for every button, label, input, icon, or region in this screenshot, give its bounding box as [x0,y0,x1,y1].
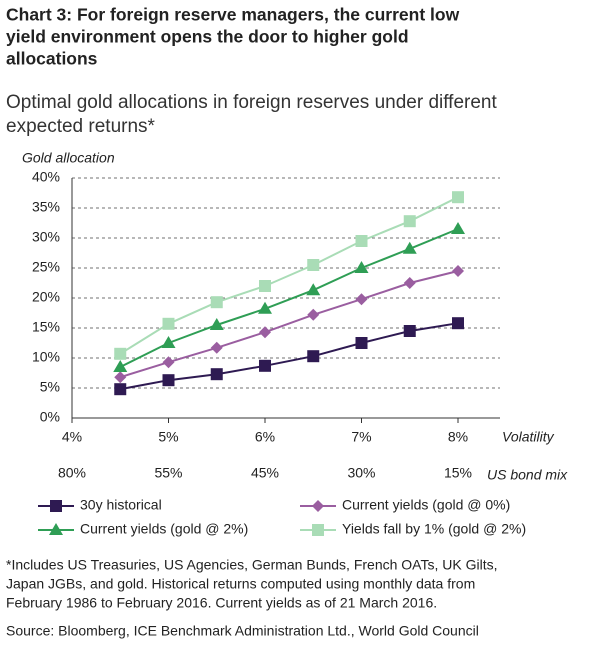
data-point [451,222,465,234]
data-point [306,283,321,296]
chart-title: allocations [6,49,98,69]
x-tick-label: 4% [62,429,82,445]
data-point [403,325,416,337]
legend-marker [312,500,324,512]
x-tick-label: 5% [158,429,178,445]
data-point [162,317,175,330]
x-tick-label: 8% [448,429,468,445]
bond-mix-axis-label: US bond mix [487,467,568,483]
bond-mix-label: 45% [251,465,279,481]
data-point [259,359,271,372]
data-point [452,317,464,330]
bond-mix-label: 80% [58,465,86,481]
y-axis-label: Gold allocation [22,150,115,166]
data-point [355,293,368,306]
data-point [307,308,320,321]
series-line [119,228,459,368]
data-point [355,235,368,247]
chart-subtitle: Optimal gold allocations in foreign rese… [6,92,497,113]
data-point [355,337,368,349]
footnote: *Includes US Treasuries, US Agencies, Ge… [6,557,498,573]
series-line [119,196,459,355]
data-point [354,261,369,273]
data-point [259,280,271,292]
data-point [114,383,127,396]
data-point [209,318,224,330]
data-point [162,374,175,387]
y-tick-label: 35% [32,199,60,215]
y-tick-label: 40% [32,169,60,185]
y-tick-label: 30% [32,229,60,245]
data-point [403,215,416,228]
chart-title: yield environment opens the door to high… [6,27,409,47]
data-point [258,301,272,314]
legend-marker [50,500,62,512]
series-line [120,322,459,391]
legend-label: Current yields (gold @ 2%) [80,521,248,537]
data-point [307,259,320,271]
legend-marker [49,523,63,535]
y-tick-label: 5% [40,379,60,395]
data-point [403,277,416,289]
legend-label: Yields fall by 1% (gold @ 2%) [342,521,526,537]
data-point [452,265,464,277]
x-tick-label: 7% [351,429,371,445]
source: Source: Bloomberg, ICE Benchmark Adminis… [6,623,479,639]
y-tick-label: 15% [32,319,60,335]
y-tick-label: 10% [32,349,60,365]
footnote: Japan JGBs, and gold. Historical returns… [6,576,475,592]
data-point [210,341,223,354]
data-point [114,371,127,384]
legend-marker [312,524,324,536]
y-tick-label: 25% [32,259,60,275]
bond-mix-label: 15% [444,465,472,481]
data-point [307,350,320,363]
data-point [402,241,417,254]
data-point [162,356,175,369]
data-point [452,191,464,204]
data-point [259,326,271,339]
footnote: February 1986 to February 2016. Current … [6,595,437,611]
data-point [210,296,223,309]
y-tick-label: 0% [40,409,60,425]
bond-mix-label: 55% [154,465,182,481]
series-line [119,270,459,379]
chart-subtitle: expected returns* [6,116,156,137]
legend-label: 30y historical [80,497,162,513]
x-tick-label: 6% [255,429,275,445]
data-point [114,347,127,360]
legend-label: Current yields (gold @ 0%) [342,497,510,513]
bond-mix-label: 30% [347,465,375,481]
y-tick-label: 20% [32,289,60,305]
data-point [161,336,176,348]
x-axis-label: Volatility [502,429,555,445]
data-point [210,368,223,381]
data-point [113,360,128,372]
chart-title: Chart 3: For foreign reserve managers, t… [6,5,460,25]
